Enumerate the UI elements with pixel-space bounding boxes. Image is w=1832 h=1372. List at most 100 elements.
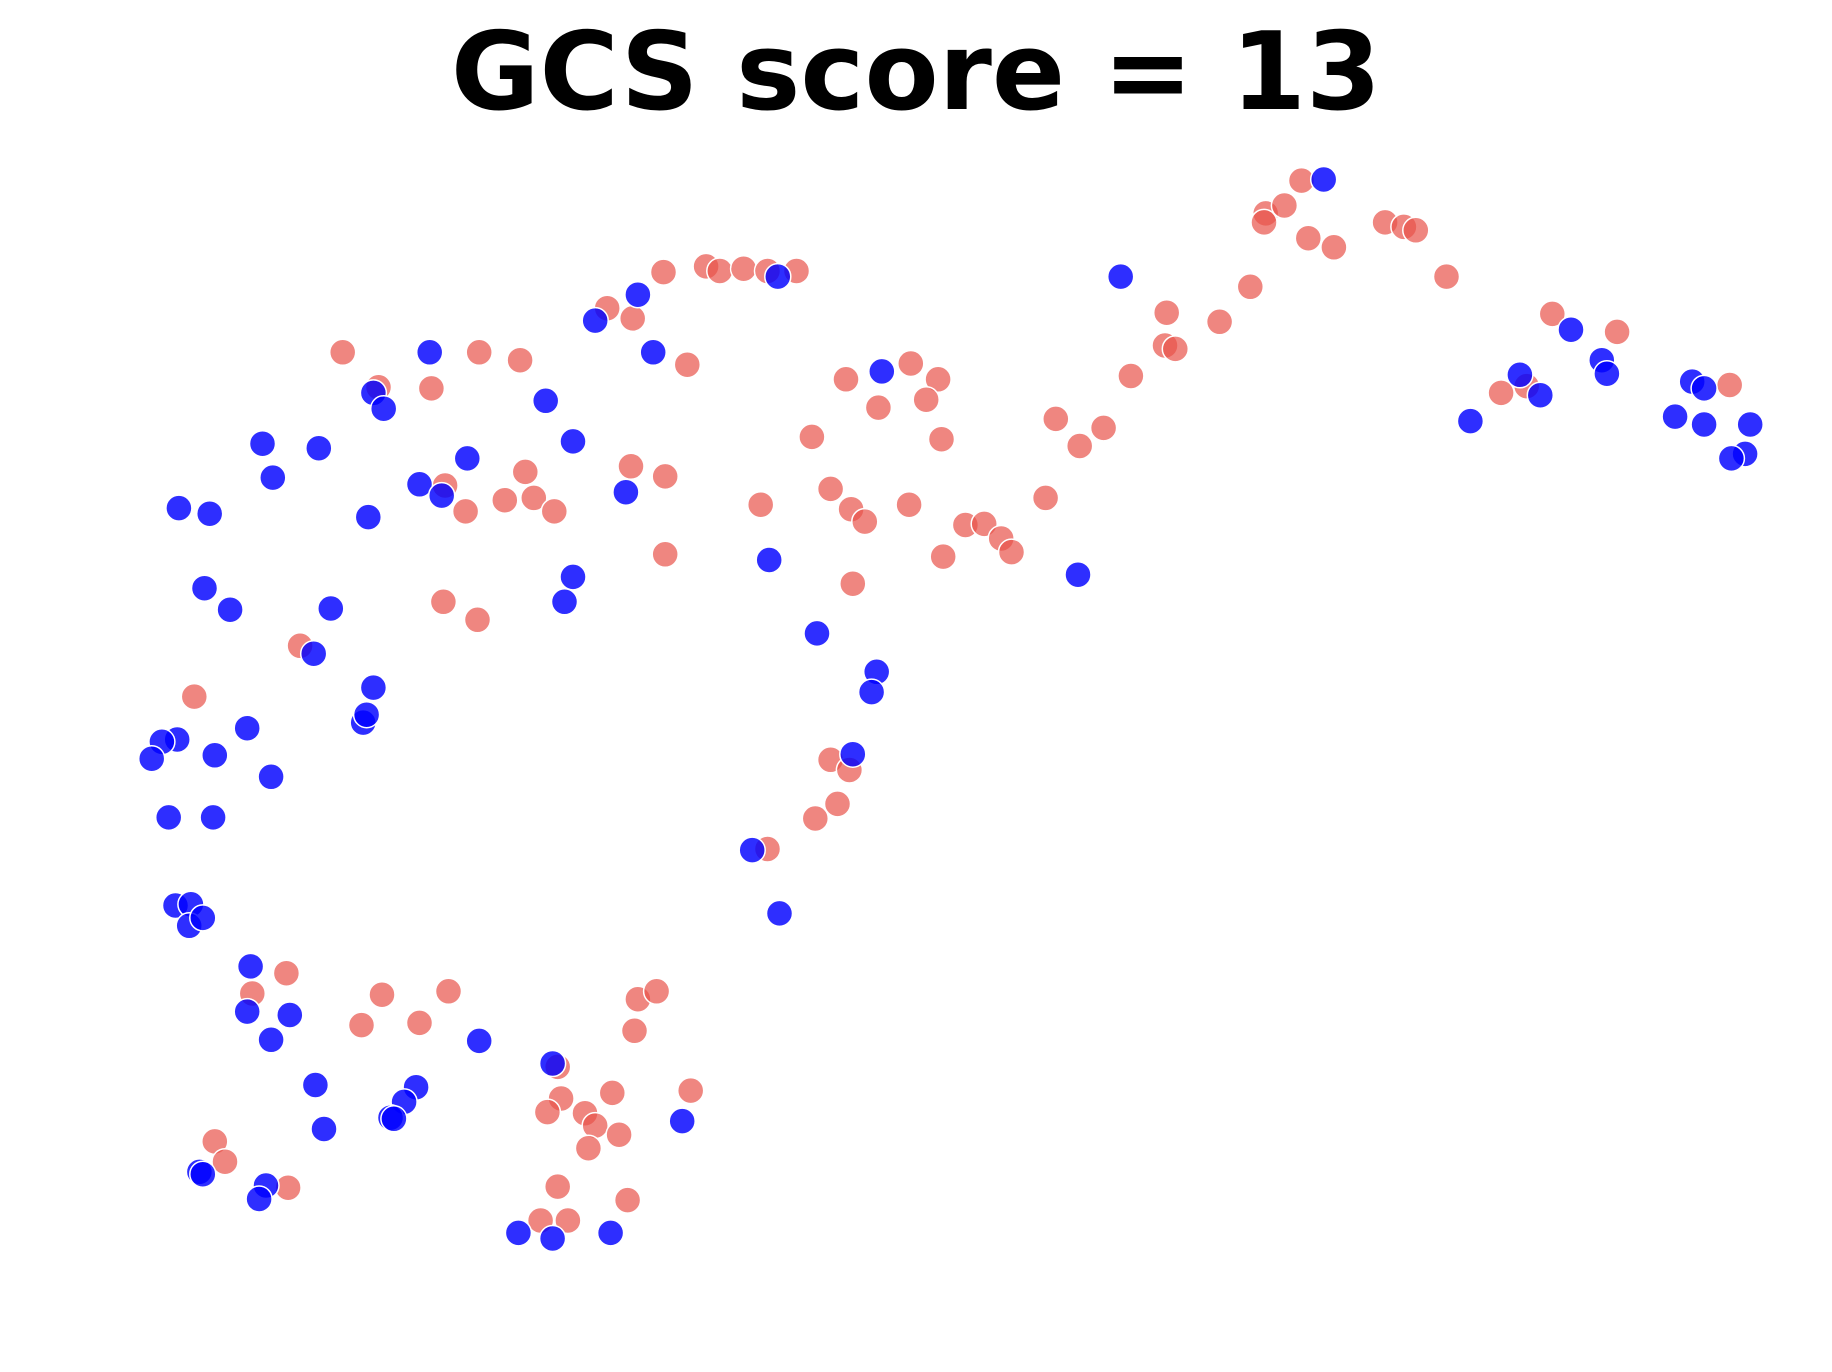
scatter-point: [236, 952, 265, 981]
scatter-point: [924, 365, 952, 394]
scatter-point: [1506, 361, 1534, 389]
scatter-point: [233, 997, 261, 1026]
scatter-point: [520, 484, 548, 512]
scatter-point: [259, 463, 287, 492]
scatter-point: [328, 338, 357, 367]
scatter-point: [165, 494, 193, 522]
scatter-point: [1715, 371, 1744, 399]
scatter-point: [639, 338, 667, 367]
scatter-point: [465, 338, 493, 367]
scatter-point: [801, 804, 830, 833]
scatter-point: [617, 452, 645, 481]
scatter-point: [1526, 381, 1555, 409]
scatter-point: [211, 1147, 239, 1176]
scatter-point: [997, 538, 1026, 566]
scatter-point: [257, 1026, 285, 1054]
scatter-series-2: [137, 165, 1764, 1253]
scatter-point: [504, 1219, 533, 1247]
scatter-point: [201, 741, 229, 770]
scatter-point: [798, 423, 826, 451]
scatter-point: [195, 499, 224, 528]
scatter-point: [463, 606, 492, 634]
scatter-point: [651, 462, 679, 491]
scatter-point: [816, 475, 845, 503]
scatter-point: [574, 1134, 603, 1162]
scatter-point: [354, 503, 383, 531]
scatter-point: [598, 1079, 627, 1107]
scatter-point: [1270, 191, 1299, 220]
scatter-point: [857, 678, 886, 706]
scatter-point: [559, 563, 587, 591]
scatter-point: [1205, 308, 1234, 336]
scatter-point: [1690, 374, 1718, 403]
scatter-point: [216, 595, 244, 624]
scatter-point: [417, 374, 446, 403]
scatter-point: [415, 338, 444, 367]
scatter-point: [642, 977, 671, 1006]
scatter-point: [1736, 410, 1764, 439]
scatter-point: [1250, 208, 1278, 237]
scatter-point: [427, 481, 456, 510]
scatter-point: [491, 486, 519, 514]
scatter-point: [380, 1105, 408, 1133]
scatter-point: [1487, 379, 1515, 407]
scatter-point: [927, 425, 956, 453]
scatter-point: [676, 1076, 705, 1105]
scatter-point: [434, 977, 463, 1006]
scatter-point: [1402, 216, 1430, 245]
scatter-point: [369, 394, 398, 423]
scatter-point: [1106, 262, 1135, 291]
scatter-point: [429, 588, 458, 616]
scatter-point: [851, 507, 879, 536]
scatter-point: [868, 357, 896, 386]
scatter-point: [1236, 273, 1265, 301]
scatter-point: [1593, 359, 1621, 388]
scatter-point: [803, 619, 831, 648]
scatter-point: [1717, 444, 1746, 473]
scatter-point: [233, 714, 261, 742]
scatter-point: [1064, 560, 1092, 589]
scatter-point: [1152, 298, 1181, 327]
scatter-point: [506, 346, 534, 374]
scatter-point: [651, 540, 679, 569]
scatter-point: [649, 258, 678, 286]
chart-title: GCS score = 13: [450, 10, 1382, 135]
scatter-point: [673, 350, 702, 379]
scatter-point: [1309, 165, 1338, 194]
scatter-point: [276, 1001, 304, 1029]
scatter-point: [605, 1120, 633, 1149]
scatter-point: [765, 899, 794, 928]
scatter-series-1: [180, 166, 1744, 1235]
scatter-point: [1690, 410, 1718, 439]
scatter-point: [612, 478, 640, 506]
scatter-point: [465, 1027, 493, 1055]
scatter-point: [359, 673, 388, 702]
scatter-point: [596, 1219, 625, 1247]
scatter-point: [895, 490, 923, 519]
scatter-point: [245, 1185, 273, 1213]
scatter-point: [581, 306, 609, 335]
scatter-point: [1557, 315, 1585, 344]
scatter-point: [154, 803, 183, 832]
scatter-point: [1161, 335, 1190, 363]
scatter-point: [453, 444, 482, 473]
scatter-point: [180, 682, 209, 711]
scatter-point: [405, 1009, 434, 1037]
scatter-point: [352, 700, 381, 729]
scatter-point: [706, 257, 734, 285]
scatter-point: [839, 569, 867, 598]
scatter-point: [299, 639, 328, 668]
scatter-point: [624, 280, 652, 309]
scatter-point: [1294, 224, 1323, 252]
scatter-point: [199, 803, 227, 832]
scatter-point: [738, 836, 766, 864]
scatter-point: [912, 385, 940, 414]
scatter-point: [1065, 432, 1094, 460]
scatter-point: [554, 1206, 582, 1235]
scatter-point: [301, 1071, 330, 1099]
scatter-point: [1042, 405, 1070, 433]
scatter-point: [190, 574, 219, 602]
scatter-point: [317, 594, 345, 623]
scatter-point: [1320, 233, 1348, 262]
